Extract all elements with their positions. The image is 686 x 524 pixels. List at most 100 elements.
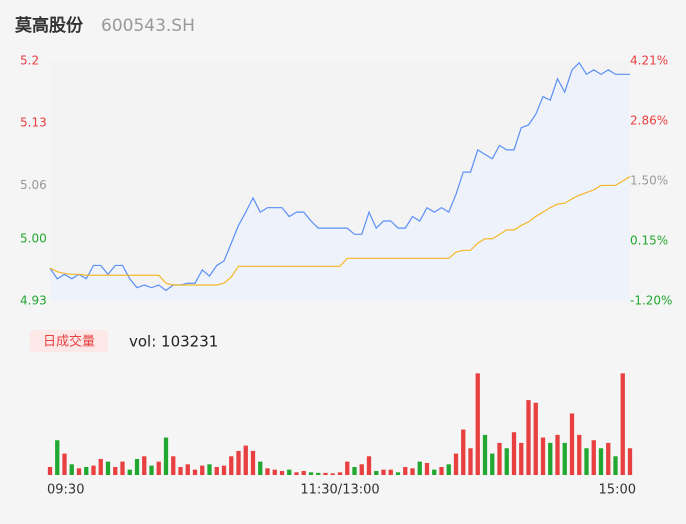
volume-bar	[294, 472, 299, 475]
volume-bar	[533, 402, 538, 475]
volume-bar	[410, 468, 415, 475]
volume-badge	[30, 330, 108, 352]
volume-bar	[98, 458, 103, 475]
volume-bar	[316, 472, 321, 475]
volume-bar	[265, 468, 270, 475]
volume-bar	[337, 472, 343, 475]
volume-bar	[185, 464, 190, 475]
volume-bar	[250, 450, 256, 475]
volume-bar	[105, 461, 111, 475]
y2-tick-label: 4.21%	[630, 54, 668, 68]
volume-bar	[584, 448, 589, 475]
volume-bar	[91, 465, 96, 475]
volume-bar	[76, 468, 82, 475]
volume-bar	[395, 472, 401, 475]
stock-code: 600543.SH	[101, 16, 195, 36]
volume-bar	[403, 466, 408, 475]
volume-bar	[171, 456, 176, 475]
volume-bar	[192, 469, 198, 475]
volume-bar	[279, 470, 285, 475]
volume-bar	[214, 466, 219, 475]
volume-bar	[540, 437, 546, 475]
volume-bar	[229, 456, 234, 475]
volume-bar	[453, 453, 459, 475]
volume-bar	[178, 466, 183, 475]
average-line	[49, 176, 631, 286]
volume-bar	[272, 469, 277, 475]
volume-bar	[308, 472, 314, 475]
volume-bar	[511, 432, 517, 475]
volume-bar	[497, 442, 502, 475]
price-area	[50, 62, 630, 302]
volume-bar	[301, 470, 306, 475]
volume-bar	[374, 470, 379, 475]
volume-bar	[55, 440, 60, 475]
volume-bar	[345, 461, 350, 475]
volume-bar	[569, 413, 575, 475]
volume-bar	[490, 453, 495, 475]
volume-bar	[258, 461, 263, 475]
volume-bar	[243, 445, 248, 475]
y2-tick-label: 0.15%	[630, 234, 668, 248]
volume-bar	[598, 448, 604, 475]
volume-bar	[627, 448, 633, 475]
volume-bar	[366, 456, 372, 475]
volume-bar	[156, 461, 161, 475]
volume-bar	[482, 434, 488, 475]
volume-bar	[424, 462, 430, 475]
volume-title: 日成交量	[43, 334, 95, 350]
volume-bar	[127, 469, 132, 475]
y-tick-label: 5.00	[20, 231, 47, 245]
volume-bar	[504, 448, 509, 475]
volume-bar	[207, 464, 212, 475]
x-tick-label: 09:30	[47, 483, 84, 498]
volume-bar	[134, 458, 140, 475]
volume-bar	[381, 469, 386, 475]
volume-bar	[417, 461, 422, 475]
volume-bar	[221, 465, 227, 475]
volume-bar	[388, 469, 393, 475]
volume-bar	[236, 450, 241, 475]
volume-bar	[555, 434, 560, 475]
volume-bar	[200, 465, 205, 475]
volume-bar	[577, 434, 582, 475]
y-tick-label: 5.2	[20, 54, 39, 68]
volume-bar	[330, 473, 335, 475]
y-tick-label: 5.06	[20, 178, 47, 192]
volume-bar	[519, 442, 524, 475]
volume-bar	[613, 456, 618, 475]
y2-tick-label: 1.50%	[630, 174, 668, 188]
volume-bar	[163, 437, 169, 475]
volume-bar	[461, 429, 466, 475]
y-tick-label: 5.13	[20, 116, 47, 130]
volume-bar	[620, 373, 625, 475]
volume-bar	[548, 442, 553, 475]
y-tick-label: 4.93	[20, 294, 47, 308]
volume-bar	[475, 373, 480, 475]
volume-bar	[84, 466, 89, 475]
volume-bar	[591, 440, 596, 475]
volume-bar	[352, 466, 357, 475]
volume-bar	[468, 448, 473, 475]
x-tick-label: 11:30/13:00	[300, 483, 379, 498]
stock-name: 莫高股份	[14, 15, 84, 36]
volume-bar	[113, 466, 118, 475]
y2-tick-label: 2.86%	[630, 113, 668, 127]
volume-bar	[526, 400, 531, 475]
price-line	[49, 61, 630, 292]
volume-bar	[446, 464, 451, 475]
x-tick-label: 15:00	[599, 483, 636, 498]
volume-bar	[323, 472, 328, 475]
volume-bar	[47, 466, 53, 475]
volume-total: vol: 103231	[129, 333, 218, 351]
volume-bar	[69, 464, 74, 475]
volume-bar	[287, 469, 292, 475]
volume-bar	[606, 442, 611, 475]
volume-bar	[142, 456, 147, 475]
volume-bar	[120, 461, 125, 475]
volume-bar	[62, 453, 67, 475]
volume-bar	[562, 442, 567, 475]
volume-bar	[359, 464, 364, 475]
y2-tick-label: -1.20%	[630, 294, 672, 308]
